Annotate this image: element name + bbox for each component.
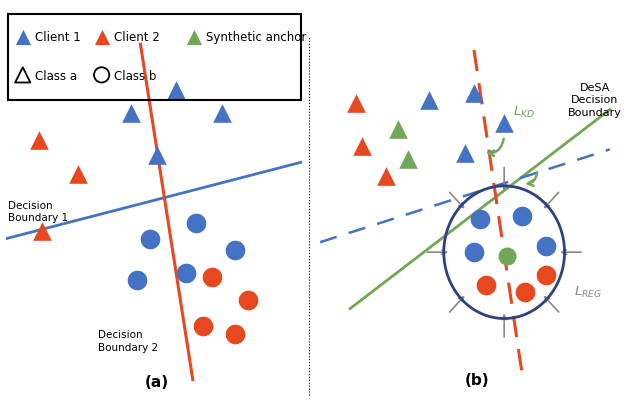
Point (517, 212, 527, 219)
Point (207, 274, 218, 280)
Text: Class b: Class b (113, 70, 156, 83)
Point (481, 282, 491, 289)
Text: DeSA
Decision
Boundary: DeSA Decision Boundary (568, 83, 621, 118)
Point (97, 34, 107, 40)
Point (403, 156, 413, 162)
Point (18, 34, 28, 40)
Point (475, 216, 485, 222)
Text: Decision
Boundary 2: Decision Boundary 2 (98, 330, 158, 353)
Text: Decision
Boundary 1: Decision Boundary 1 (8, 201, 68, 223)
Point (469, 90, 479, 96)
Point (460, 149, 470, 156)
Point (97, 72, 107, 78)
Point (18, 72, 28, 78)
Text: $L_{KD}$: $L_{KD}$ (513, 105, 535, 120)
Point (351, 100, 362, 106)
Point (125, 109, 136, 116)
Point (181, 269, 191, 276)
Point (230, 330, 241, 337)
Point (394, 126, 404, 133)
Text: (b): (b) (465, 373, 490, 388)
Text: Class a: Class a (35, 70, 77, 83)
Point (152, 151, 162, 158)
Point (34, 136, 44, 143)
Point (230, 247, 241, 253)
Point (145, 235, 156, 242)
Point (132, 277, 142, 284)
Point (357, 143, 367, 149)
Text: Synthetic anchor: Synthetic anchor (206, 31, 306, 44)
Point (520, 289, 531, 295)
Text: Client 1: Client 1 (35, 31, 81, 44)
Text: $L_{REG}$: $L_{REG}$ (573, 284, 602, 300)
Text: Client 2: Client 2 (113, 31, 159, 44)
Point (73, 171, 83, 177)
Point (381, 173, 392, 179)
Point (541, 242, 552, 249)
Point (243, 296, 253, 303)
Point (469, 249, 479, 256)
Point (37, 228, 47, 234)
Point (191, 220, 201, 227)
Point (499, 120, 509, 126)
Point (502, 252, 512, 259)
Point (541, 272, 552, 279)
Point (198, 323, 208, 329)
Point (172, 87, 182, 93)
Point (424, 96, 434, 103)
Point (189, 34, 199, 40)
Text: (a): (a) (145, 375, 169, 390)
Point (217, 109, 227, 116)
